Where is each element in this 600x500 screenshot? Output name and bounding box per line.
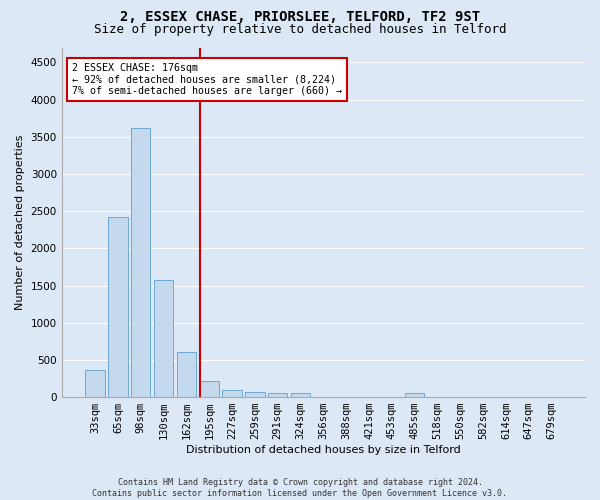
Text: Contains HM Land Registry data © Crown copyright and database right 2024.
Contai: Contains HM Land Registry data © Crown c… — [92, 478, 508, 498]
Bar — [223, 390, 242, 397]
Bar — [200, 380, 219, 397]
Bar — [405, 393, 424, 397]
Y-axis label: Number of detached properties: Number of detached properties — [15, 134, 25, 310]
X-axis label: Distribution of detached houses by size in Telford: Distribution of detached houses by size … — [186, 445, 461, 455]
Bar — [108, 217, 128, 397]
Bar — [268, 393, 287, 397]
Bar — [131, 128, 151, 397]
Bar — [85, 370, 105, 397]
Bar — [154, 280, 173, 397]
Text: 2, ESSEX CHASE, PRIORSLEE, TELFORD, TF2 9ST: 2, ESSEX CHASE, PRIORSLEE, TELFORD, TF2 … — [120, 10, 480, 24]
Bar — [245, 392, 265, 397]
Text: Size of property relative to detached houses in Telford: Size of property relative to detached ho… — [94, 22, 506, 36]
Bar — [291, 393, 310, 397]
Bar — [177, 352, 196, 397]
Text: 2 ESSEX CHASE: 176sqm
← 92% of detached houses are smaller (8,224)
7% of semi-de: 2 ESSEX CHASE: 176sqm ← 92% of detached … — [72, 63, 342, 96]
